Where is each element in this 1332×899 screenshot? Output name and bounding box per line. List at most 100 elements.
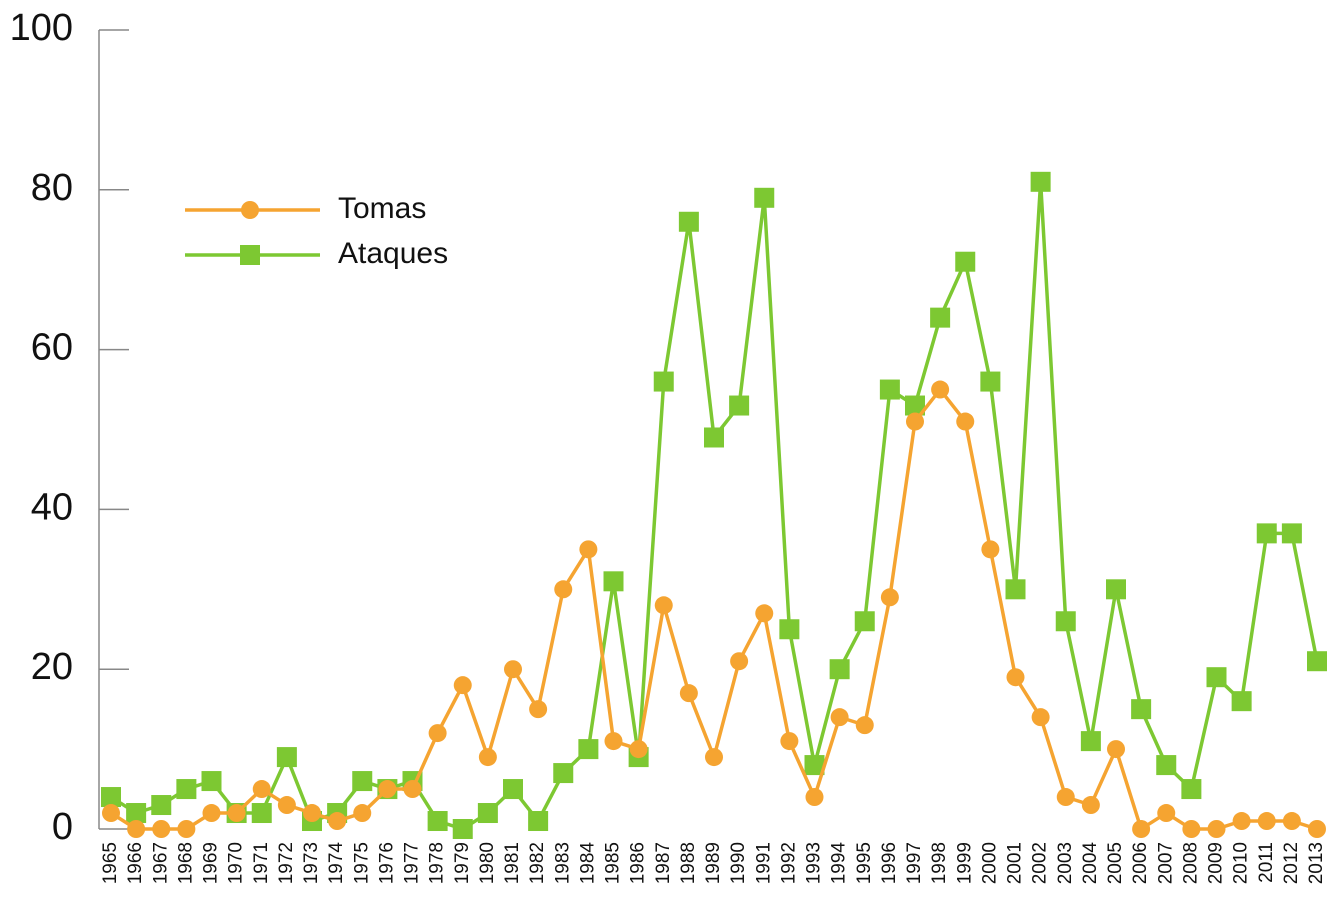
data-point (478, 748, 497, 767)
data-point (1281, 523, 1302, 544)
data-point (1131, 699, 1152, 720)
data-point (1080, 731, 1101, 752)
y-tick-label: 60 (31, 327, 73, 369)
data-point (1055, 611, 1076, 632)
x-tick-label: 1982 (527, 842, 548, 884)
x-tick-label: 2000 (979, 842, 1000, 884)
data-point (704, 427, 724, 448)
data-point (1256, 523, 1277, 544)
x-tick-label: 1968 (175, 842, 196, 884)
y-tick-label: 40 (31, 486, 73, 528)
data-point (503, 779, 523, 800)
data-point (151, 795, 172, 816)
x-tick-label: 1974 (326, 842, 347, 885)
x-tick-label: 1991 (753, 842, 774, 884)
data-point (353, 804, 372, 823)
x-tick-label: 2008 (1180, 842, 1201, 884)
data-point (1181, 779, 1202, 800)
x-tick-label: 1980 (477, 842, 498, 884)
data-point (653, 371, 674, 392)
series-line (110, 181, 1319, 831)
data-point (603, 571, 624, 592)
x-tick-label: 1969 (201, 842, 222, 884)
x-tick-label: 2001 (1005, 842, 1026, 884)
data-point (855, 716, 874, 735)
x-tick-label: 1981 (502, 842, 523, 884)
data-point (804, 755, 825, 776)
data-point (553, 763, 574, 784)
data-point (1182, 820, 1201, 838)
data-point (303, 804, 321, 823)
x-tick-label: 1988 (678, 842, 699, 884)
data-point (579, 540, 598, 559)
y-tick-label: 80 (31, 167, 73, 209)
data-point (1031, 708, 1050, 727)
x-tick-label: 1971 (251, 842, 272, 884)
data-point (529, 700, 548, 719)
data-point (277, 796, 296, 815)
x-tick-label: 1965 (100, 842, 121, 884)
data-point (1056, 788, 1075, 807)
data-point (453, 676, 472, 695)
data-point (1081, 796, 1100, 815)
data-point (829, 659, 850, 680)
x-tick-label: 1966 (125, 842, 146, 884)
data-point (427, 811, 448, 832)
data-point (654, 596, 673, 615)
legend-label: Ataques (338, 237, 448, 270)
data-point (428, 724, 447, 743)
data-point (905, 395, 925, 416)
y-tick-label: 20 (31, 646, 73, 688)
x-tick-label: 2009 (1206, 842, 1227, 884)
data-point (477, 803, 498, 824)
y-tick-label: 100 (10, 7, 73, 49)
x-tick-label: 2013 (1306, 842, 1327, 884)
data-point (1307, 651, 1327, 672)
x-tick-label: 2007 (1155, 842, 1176, 884)
x-tick-label: 1972 (276, 842, 297, 884)
x-tick-label: 1970 (226, 842, 247, 884)
data-point (1282, 812, 1301, 831)
data-point (931, 380, 950, 399)
data-point (930, 307, 951, 328)
data-point (1157, 804, 1176, 823)
data-point (403, 780, 422, 799)
data-point (1006, 668, 1025, 687)
x-tick-label: 2012 (1281, 842, 1302, 884)
data-point (1107, 740, 1125, 759)
data-point (504, 660, 522, 679)
data-point (730, 652, 749, 671)
data-point (906, 412, 924, 431)
data-point (227, 804, 246, 823)
data-point (1308, 820, 1326, 838)
x-tick-label: 1995 (854, 842, 875, 884)
x-tick-label: 1999 (954, 842, 975, 884)
data-point (276, 747, 297, 768)
data-point (1156, 755, 1177, 776)
x-tick-label: 1997 (904, 842, 925, 884)
data-point (378, 780, 397, 799)
data-point (328, 812, 347, 831)
x-tick-label: 1986 (628, 842, 649, 884)
data-point (779, 619, 800, 640)
data-point (578, 739, 599, 760)
data-point (729, 395, 750, 416)
data-point (152, 820, 171, 838)
x-tick-label: 1975 (351, 842, 372, 884)
data-point (452, 819, 473, 839)
data-point (981, 540, 1000, 559)
y-tick-label: 0 (52, 806, 73, 848)
data-point (629, 740, 648, 759)
data-point (127, 820, 146, 838)
data-point (1106, 579, 1126, 600)
data-point (176, 779, 197, 800)
data-point (755, 604, 774, 623)
data-point (1030, 171, 1051, 192)
x-tick-label: 1973 (301, 842, 322, 884)
data-point (956, 412, 975, 431)
data-point (352, 771, 373, 792)
x-tick-label: 1984 (577, 842, 598, 885)
data-point (780, 732, 799, 751)
x-tick-label: 2003 (1055, 842, 1076, 884)
data-point (202, 804, 221, 823)
